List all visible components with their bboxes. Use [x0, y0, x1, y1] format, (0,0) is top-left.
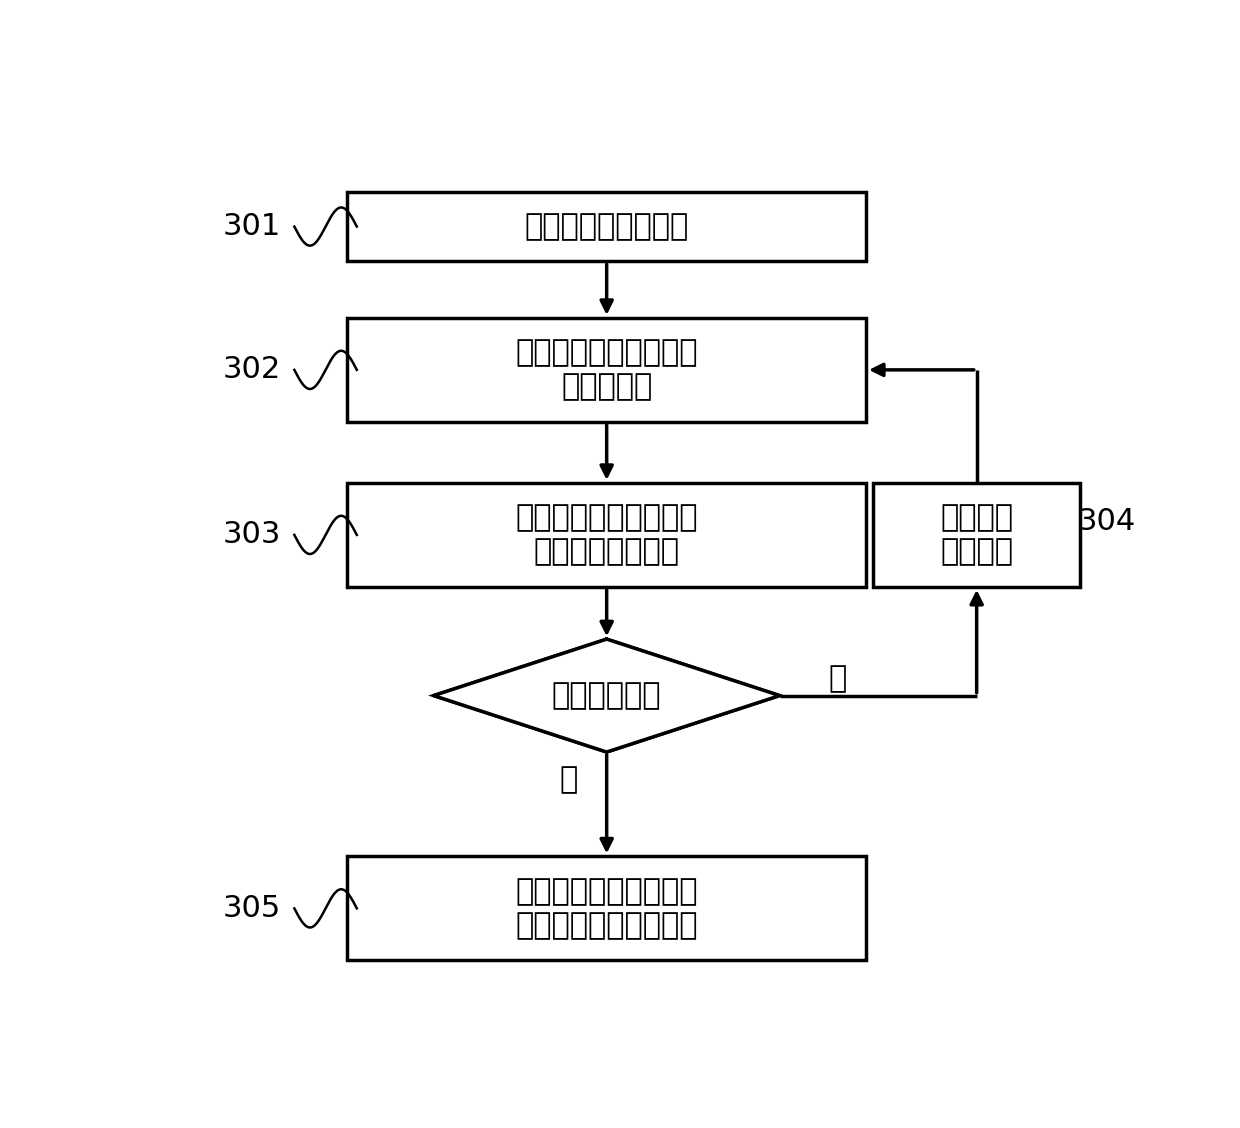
Text: 303: 303	[222, 520, 280, 549]
Text: 固定微波频率改变脉冲
长度进行拉比振荡: 固定微波频率改变脉冲 长度进行拉比振荡	[516, 503, 698, 566]
Text: 梯度改变
磁场强度: 梯度改变 磁场强度	[940, 503, 1013, 566]
Polygon shape	[434, 640, 780, 752]
FancyBboxPatch shape	[347, 318, 866, 422]
FancyBboxPatch shape	[347, 483, 866, 587]
Text: 设定磁场强度初始值: 设定磁场强度初始值	[525, 212, 688, 241]
FancyBboxPatch shape	[347, 856, 866, 961]
Text: 磁场扫描结束: 磁场扫描结束	[552, 681, 661, 711]
FancyBboxPatch shape	[873, 483, 1080, 587]
Text: 扫描微波频率得到光探
测磁共振谱: 扫描微波频率得到光探 测磁共振谱	[516, 338, 698, 402]
Text: 否: 否	[828, 663, 847, 693]
Text: 304: 304	[1078, 508, 1136, 537]
FancyBboxPatch shape	[347, 192, 866, 262]
Text: 302: 302	[222, 355, 280, 385]
Text: 301: 301	[222, 212, 280, 241]
Text: 305: 305	[222, 893, 280, 923]
Text: 拟合数据给出谐振器谐
振频率及微波磁场强度: 拟合数据给出谐振器谐 振频率及微波磁场强度	[516, 878, 698, 940]
Text: 是: 是	[559, 765, 578, 794]
